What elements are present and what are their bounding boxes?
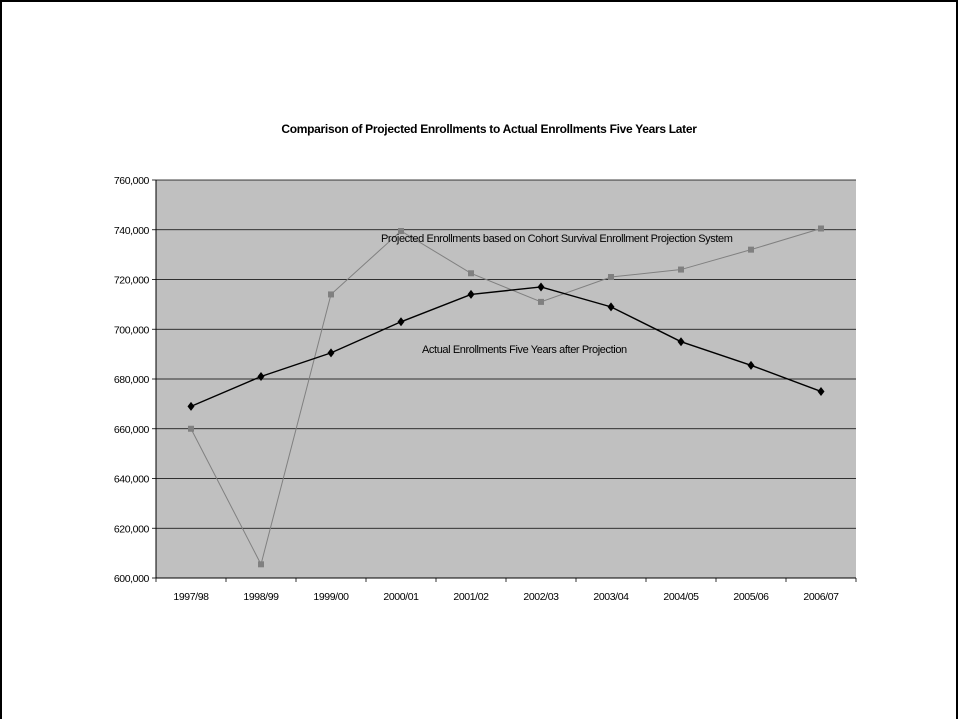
data-point-projected [608,274,614,281]
data-point-actual [747,360,755,370]
x-tick-label: 2003/04 [593,591,629,603]
x-tick-label: 2000/01 [383,591,419,603]
x-tick-label: 1997/98 [173,591,209,603]
y-tick-label: 660,000 [114,424,150,436]
data-point-actual [537,282,545,292]
chart-title: Comparison of Projected Enrollments to A… [281,122,697,136]
y-tick-label: 720,000 [114,275,150,287]
y-tick-label: 700,000 [114,324,150,336]
data-point-actual [187,401,195,411]
data-point-projected [398,227,404,234]
x-axis-ticks: 1997/98 1998/99 1999/00 2000/01 2001/02 2002/… [155,578,857,603]
y-tick-label: 680,000 [114,374,150,386]
x-tick-label: 1999/00 [313,591,349,603]
y-tick-label: 640,000 [114,474,150,486]
y-tick-label: 760,000 [114,175,150,187]
data-point-projected [538,298,544,305]
data-point-actual [257,372,265,382]
x-tick-label: 2002/03 [523,591,559,603]
data-point-projected [258,561,264,568]
x-tick-label: 2005/06 [733,591,769,603]
data-point-projected [748,246,754,253]
x-tick-label: 2004/05 [663,591,699,603]
data-point-actual [607,302,615,312]
data-point-projected [188,425,194,432]
series-projected [188,225,824,568]
x-tick-label: 2006/07 [803,591,839,603]
y-tick-label: 600,000 [114,573,150,585]
x-tick-label: 2001/02 [453,591,489,603]
series-line-actual [190,286,822,408]
y-tick-label: 620,000 [114,523,150,535]
series-actual [187,282,825,411]
data-point-actual [677,337,685,347]
series-group [187,225,825,568]
data-point-projected [678,266,684,273]
series-label-actual: Actual Enrollments Five Years after Proj… [422,344,627,356]
data-point-projected [818,225,824,232]
data-point-actual [397,317,405,327]
data-point-actual [327,348,335,358]
data-point-actual [467,289,475,299]
series-line-projected [190,228,822,566]
y-axis-ticks: 600,000 620,000 640,000 660,000 680,000 700,0… [114,175,156,585]
y-tick-label: 740,000 [114,225,150,237]
data-point-projected [328,291,334,298]
x-tick-label: 1998/99 [243,591,279,603]
data-point-actual [817,386,825,396]
series-label-projected: Projected Enrollments based on Cohort Su… [381,233,733,245]
data-point-projected [468,270,474,277]
